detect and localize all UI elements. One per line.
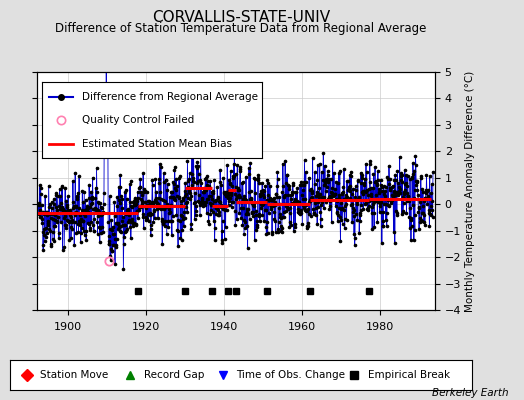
Text: CORVALLIS-STATE-UNIV: CORVALLIS-STATE-UNIV xyxy=(152,10,330,25)
Text: Station Move: Station Move xyxy=(40,370,108,380)
Text: 1940: 1940 xyxy=(210,322,238,332)
Y-axis label: Monthly Temperature Anomaly Difference (°C): Monthly Temperature Anomaly Difference (… xyxy=(465,70,475,312)
Text: Empirical Break: Empirical Break xyxy=(368,370,450,380)
Text: 1980: 1980 xyxy=(366,322,395,332)
Text: Record Gap: Record Gap xyxy=(144,370,204,380)
Text: Quality Control Failed: Quality Control Failed xyxy=(82,115,194,125)
Text: 1900: 1900 xyxy=(54,322,82,332)
Text: Berkeley Earth: Berkeley Earth xyxy=(432,388,508,398)
Text: Difference of Station Temperature Data from Regional Average: Difference of Station Temperature Data f… xyxy=(56,22,427,35)
Text: 1920: 1920 xyxy=(132,322,160,332)
Text: 1960: 1960 xyxy=(288,322,316,332)
Text: Time of Obs. Change: Time of Obs. Change xyxy=(236,370,345,380)
Text: Difference from Regional Average: Difference from Regional Average xyxy=(82,92,257,102)
Text: Estimated Station Mean Bias: Estimated Station Mean Bias xyxy=(82,139,232,149)
